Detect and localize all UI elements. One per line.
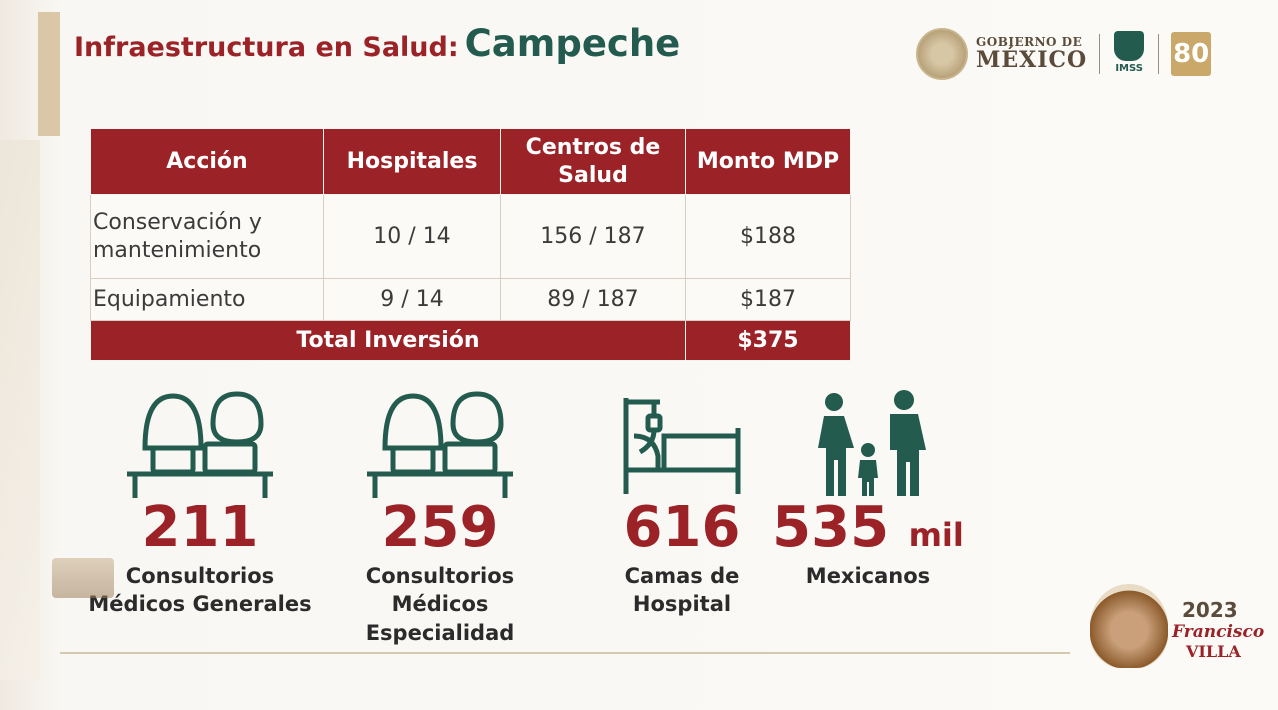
family-icon	[818, 390, 926, 496]
stat-consultorios-especialidad: 259 Consultorios Médicos Especialidad	[340, 388, 540, 647]
imss-80-logo: 80	[1171, 32, 1212, 76]
stat-label-line1: Mexicanos	[805, 564, 931, 588]
stat-label-line2: Médicos Generales	[88, 592, 312, 617]
stat-label: Mexicanos	[766, 562, 970, 590]
stat-number: 616	[623, 495, 741, 560]
villa-portrait-icon	[1090, 584, 1168, 668]
cell-accion: Equipamiento	[90, 278, 324, 321]
header-centros: Centros de Salud	[500, 128, 686, 195]
stat-label-line1: Camas de	[624, 564, 740, 588]
stat-label: Consultorios Médicos Generales	[80, 562, 320, 619]
total-value: $375	[685, 320, 851, 361]
cell-centros: 89 / 187	[500, 278, 686, 321]
footer-divider	[60, 652, 1070, 654]
villa-year: 2023	[1182, 598, 1238, 622]
stat-unit: mil	[908, 516, 964, 554]
stat-number: 259	[381, 495, 499, 560]
cell-monto: $187	[685, 278, 851, 321]
total-row: Total Inversión $375	[90, 320, 851, 361]
stat-label-line3: Especialidad	[365, 620, 515, 645]
imss-label: IMSS	[1115, 63, 1143, 74]
cell-hospitales: 9 / 14	[323, 278, 501, 321]
cell-centros: 156 / 187	[500, 194, 686, 279]
doctor-patient-desk-icon	[127, 391, 273, 498]
doctor-patient-desk-icon	[367, 391, 513, 498]
title-part1: Infraestructura en Salud:	[74, 32, 459, 63]
cell-hospitales: 10 / 14	[323, 194, 501, 279]
decorative-figures	[52, 558, 114, 598]
page-title: Infraestructura en Salud: Campeche	[74, 22, 680, 65]
villa-name2: VILLA	[1186, 642, 1241, 661]
decorative-pattern	[0, 140, 40, 680]
header-hospitales: Hospitales	[323, 128, 501, 195]
gobierno-logo-text: GOBIERNO DE MÉXICO	[976, 36, 1087, 72]
stat-label-line1: Consultorios	[365, 564, 515, 588]
stat-consultorios-generales: 211 Consultorios Médicos Generales	[80, 388, 320, 619]
imss-shield-icon	[1114, 31, 1145, 61]
stat-label-line1: Consultorios	[125, 564, 275, 588]
stat-number: 211	[141, 495, 259, 560]
total-label: Total Inversión	[90, 320, 686, 361]
stat-label-line2: Hospital	[632, 592, 732, 617]
stat-label: Camas de Hospital	[600, 562, 764, 619]
stat-number: 535 mil	[766, 500, 970, 556]
header-monto: Monto MDP	[685, 128, 851, 195]
title-part2: Campeche	[464, 22, 681, 65]
gov-line1: GOBIERNO DE	[976, 35, 1083, 50]
logo-divider	[1099, 34, 1101, 74]
gov-line2: MÉXICO	[976, 46, 1088, 73]
stat-number-value: 535	[772, 495, 890, 560]
hospital-bed-icon	[623, 398, 741, 494]
stat-label-line2: Médicos	[391, 592, 489, 617]
stat-mexicanos: 535 mil Mexicanos	[766, 388, 970, 590]
logo-divider	[1158, 34, 1160, 74]
mexico-seal-icon	[916, 28, 968, 80]
stat-camas: 616 Camas de Hospital	[600, 388, 764, 619]
header-logos: GOBIERNO DE MÉXICO IMSS 80	[916, 26, 1212, 82]
header-accion: Acción	[90, 128, 324, 195]
table-row: Equipamiento 9 / 14 89 / 187 $187	[90, 278, 851, 321]
francisco-villa-logo: 2023 Francisco VILLA	[1090, 584, 1264, 674]
cell-monto: $188	[685, 194, 851, 279]
stat-label: Consultorios Médicos Especialidad	[340, 562, 540, 647]
decorative-band	[38, 12, 60, 136]
table-row: Conservación y mantenimiento 10 / 14 156…	[90, 194, 851, 279]
villa-name1: Francisco	[1172, 622, 1265, 642]
imss-logo: IMSS	[1112, 31, 1146, 77]
investment-table: Acción Hospitales Centros de Salud Monto…	[90, 128, 851, 361]
cell-accion: Conservación y mantenimiento	[90, 194, 324, 279]
